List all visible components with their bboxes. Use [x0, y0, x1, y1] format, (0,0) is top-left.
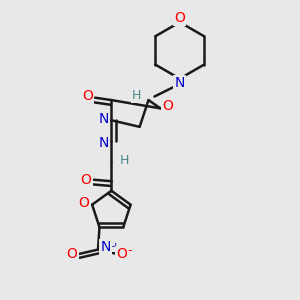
Text: N: N [99, 136, 109, 151]
Text: O: O [78, 196, 89, 210]
Text: O: O [81, 173, 92, 187]
Text: O: O [82, 89, 93, 103]
Text: O: O [174, 11, 185, 25]
Text: -: - [128, 244, 132, 257]
Text: H: H [132, 89, 141, 102]
Text: N: N [99, 112, 109, 126]
Text: +: + [110, 242, 120, 252]
Text: H: H [120, 154, 129, 167]
Text: O: O [67, 247, 78, 261]
Text: N: N [175, 76, 185, 90]
Text: O: O [162, 99, 173, 113]
Text: N: N [100, 240, 111, 254]
Text: O: O [116, 247, 127, 261]
